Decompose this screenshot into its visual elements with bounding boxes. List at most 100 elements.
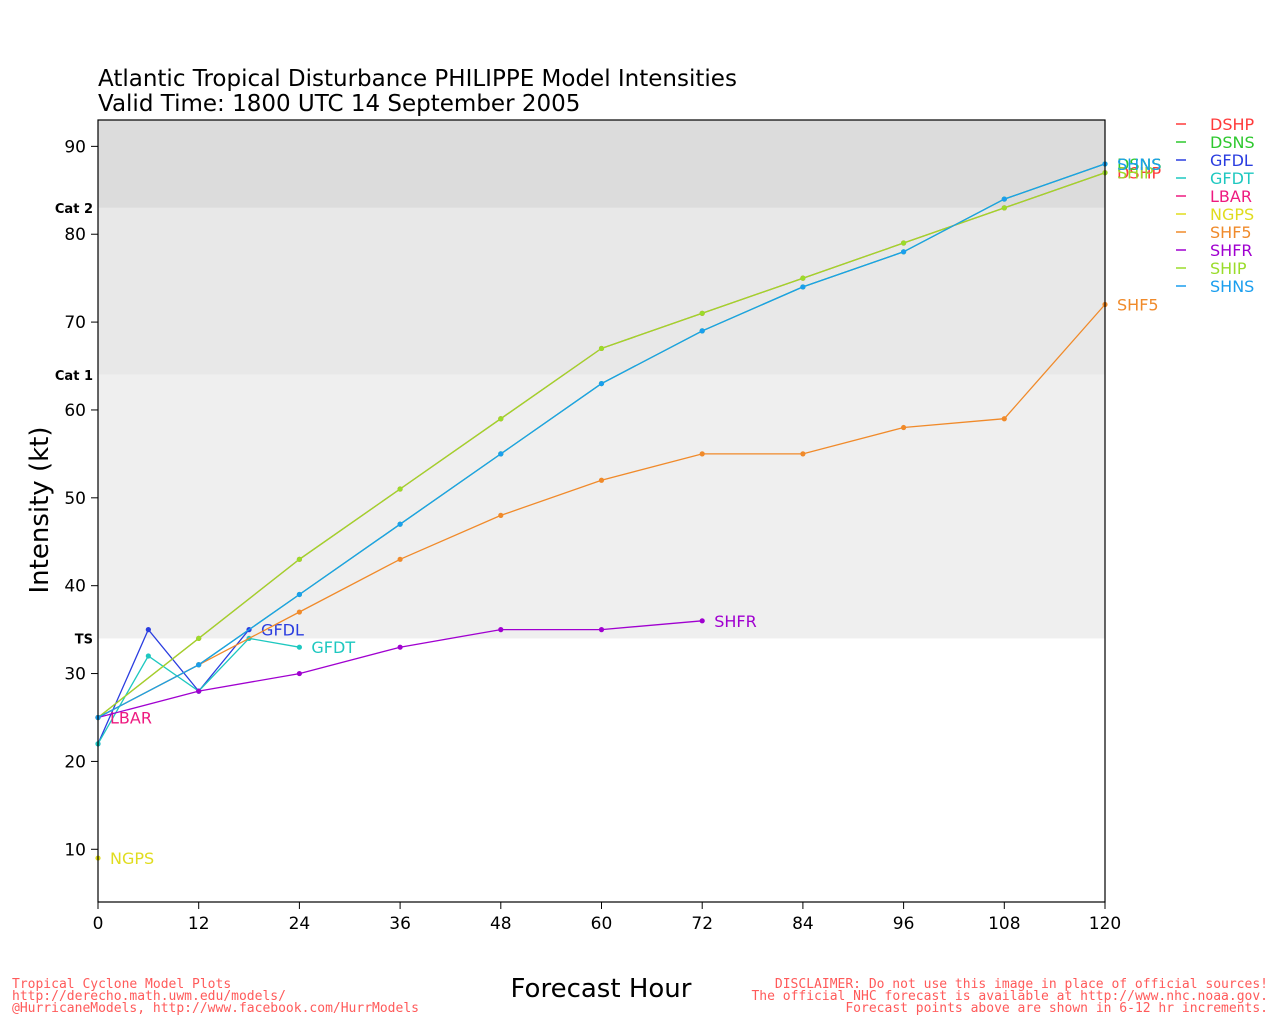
series-gfdt: GFDT <box>95 635 355 747</box>
series-end-label-gfdl: GFDL <box>261 621 304 640</box>
legend-item-ship: SHIP <box>1176 259 1247 278</box>
data-point-shf5 <box>901 424 907 431</box>
data-point-shfr <box>498 627 504 633</box>
y-tick-label: 70 <box>64 313 86 333</box>
x-tick-label: 0 <box>93 914 104 934</box>
legend-label: GFDL <box>1210 151 1253 170</box>
data-point-ship <box>498 416 504 422</box>
legend-label: SHIP <box>1210 259 1247 278</box>
band-label-cat-2: Cat 2 <box>55 202 93 217</box>
data-point-ship <box>598 345 605 352</box>
y-tick-label: 30 <box>64 665 86 685</box>
data-point-gfdt <box>296 644 302 650</box>
x-tick-label: 36 <box>389 914 411 934</box>
series-end-label-shns: SHNS <box>1117 155 1161 174</box>
footer-left-line-3: @HurricaneModels, http://www.facebook.co… <box>12 1001 419 1016</box>
footer-right-line-1: DISCLAIMER: Do not use this image in pla… <box>775 977 1268 992</box>
footer-right-line-3: Forecast points above are shown in 6-12 … <box>845 1001 1268 1016</box>
y-tick-label: 40 <box>64 577 86 597</box>
data-point-shf5 <box>699 451 705 457</box>
series-end-label-lbar: LBAR <box>110 708 152 727</box>
data-point-shf5 <box>1001 416 1007 422</box>
data-point-shf5 <box>598 477 605 483</box>
data-point-gfdl <box>145 627 151 633</box>
data-point-ship <box>901 240 907 246</box>
footer-left-line-2: http://derecho.math.uwm.edu/models/ <box>12 989 286 1004</box>
series-ship: SHIP <box>95 164 1154 721</box>
data-point-shf5 <box>800 451 806 457</box>
data-point-shns <box>699 328 705 334</box>
data-point-shfr <box>196 688 202 694</box>
data-point-shfr <box>397 644 403 650</box>
data-point-shns <box>901 249 907 255</box>
series-end-label-dsns: DSNS <box>1117 155 1162 174</box>
data-point-ship <box>397 486 403 492</box>
x-tick-label: 120 <box>1089 914 1121 934</box>
data-point-ship <box>699 310 705 316</box>
y-axis-title: Intensity (kt) <box>25 427 55 594</box>
data-point-ship <box>1001 205 1007 211</box>
series-end-label-ship: SHIP <box>1117 164 1154 183</box>
x-tick-label: 96 <box>893 914 915 934</box>
x-tick-label: 24 <box>289 914 311 934</box>
chart-subtitle: Valid Time: 1800 UTC 14 September 2005 <box>98 91 580 117</box>
data-point-shns <box>397 521 403 527</box>
x-tick-label: 48 <box>490 914 512 934</box>
legend-label: SHFR <box>1210 241 1253 260</box>
y-tick-label: 10 <box>64 840 86 860</box>
data-point-shfr <box>296 670 302 677</box>
legend-item-lbar: LBAR <box>1176 187 1252 206</box>
legend-item-gfdt: GFDT <box>1176 169 1254 188</box>
y-tick-label: 60 <box>64 401 86 421</box>
band-cat-2 <box>98 120 1105 208</box>
legend-item-shf5: SHF5 <box>1176 223 1252 242</box>
x-axis-title: Forecast Hour <box>511 974 692 1004</box>
x-tick-label: 60 <box>591 914 613 934</box>
data-point-gfdt <box>145 653 151 659</box>
legend-item-dsns: DSNS <box>1176 133 1255 152</box>
x-tick-label: 72 <box>691 914 713 934</box>
series-ngps: NGPS <box>95 849 154 868</box>
band-label-ts: TS <box>75 632 93 647</box>
footer-left-line-1: Tropical Cyclone Model Plots <box>12 977 231 992</box>
chart-title: Atlantic Tropical Disturbance PHILIPPE M… <box>98 66 737 92</box>
data-point-shns <box>498 451 504 457</box>
legend-label: DSHP <box>1210 115 1255 134</box>
series-end-label-gfdt: GFDT <box>311 638 355 657</box>
footer-right-line-2: The official NHC forecast is available a… <box>751 989 1268 1004</box>
footer-right: DISCLAIMER: Do not use this image in pla… <box>751 977 1268 1016</box>
series-end-label-shfr: SHFR <box>714 612 757 631</box>
legend-item-gfdl: GFDL <box>1176 151 1253 170</box>
legend-item-ngps: NGPS <box>1176 205 1254 224</box>
data-point-shns <box>1001 196 1007 202</box>
data-point-ship <box>296 556 302 562</box>
category-labels: TS Cat 1 Cat 2 <box>55 202 93 648</box>
data-point-shns <box>296 591 302 598</box>
series-end-label-ngps: NGPS <box>110 849 154 868</box>
band-ts <box>98 374 1105 639</box>
series-end-label-dshp: DSHP <box>1117 164 1162 183</box>
legend-item-shns: SHNS <box>1176 277 1254 296</box>
y-axis: 10 20 30 40 50 60 70 80 90 <box>64 137 98 860</box>
intensity-bands <box>98 120 1105 639</box>
y-tick-label: 80 <box>64 225 86 245</box>
data-point-ship <box>800 275 806 281</box>
data-point-shns <box>800 284 806 290</box>
band-label-cat-1: Cat 1 <box>55 369 93 384</box>
data-point-ship <box>196 635 202 642</box>
data-point-shns <box>196 662 202 668</box>
legend-label: DSNS <box>1210 133 1255 152</box>
legend-label: GFDT <box>1210 169 1254 188</box>
footer-left: Tropical Cyclone Model Plots http://dere… <box>12 977 419 1016</box>
data-point-shfr <box>598 627 605 633</box>
legend-label: SHF5 <box>1210 223 1252 242</box>
series-shns: SHNS <box>95 155 1161 721</box>
x-tick-label: 12 <box>188 914 210 934</box>
data-point-shf5 <box>397 556 403 562</box>
series-end-label-shf5: SHF5 <box>1117 296 1159 315</box>
legend-label: LBAR <box>1210 187 1252 206</box>
data-point-shfr <box>699 618 705 624</box>
legend-item-shfr: SHFR <box>1176 241 1253 260</box>
